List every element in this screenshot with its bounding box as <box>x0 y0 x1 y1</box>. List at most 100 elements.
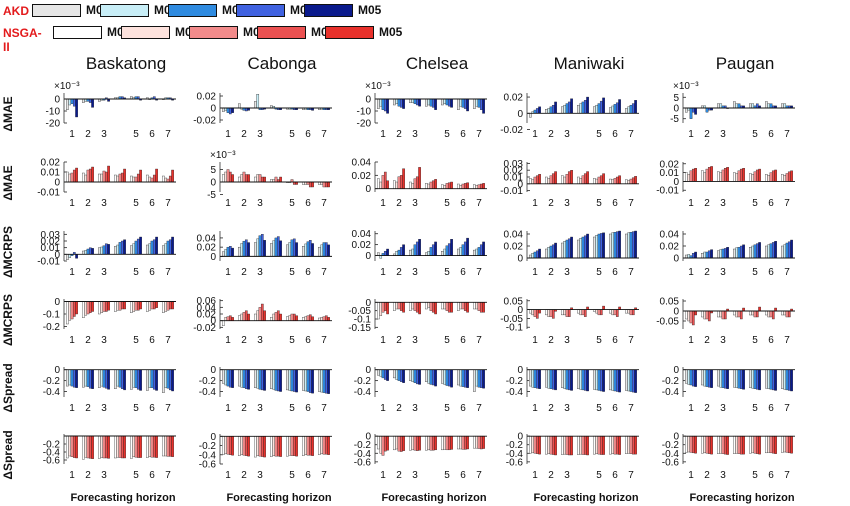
bar <box>238 246 241 257</box>
bar <box>427 302 431 308</box>
bar <box>625 179 628 184</box>
bar <box>86 169 90 183</box>
bar <box>91 166 94 183</box>
bar <box>567 238 571 259</box>
bar <box>461 435 465 450</box>
bar <box>554 242 557 259</box>
y-tick-label: 0 <box>673 177 679 188</box>
bar <box>538 248 541 259</box>
bar <box>735 173 739 182</box>
bar <box>719 435 723 454</box>
bar <box>599 233 603 259</box>
bar <box>570 435 573 456</box>
bar <box>586 233 589 259</box>
bar <box>383 171 387 189</box>
legend-swatch <box>304 4 353 17</box>
bar <box>627 435 631 454</box>
x-tick-label: 2 <box>241 198 247 209</box>
bar <box>765 435 768 454</box>
bar <box>479 183 483 189</box>
bar <box>247 369 250 390</box>
bar <box>139 435 142 458</box>
bar <box>459 369 463 387</box>
x-tick-label: 2 <box>85 267 91 278</box>
bar <box>397 302 401 310</box>
bar <box>132 369 136 388</box>
bar <box>240 369 244 388</box>
bar <box>554 369 557 391</box>
bar <box>383 302 387 311</box>
bar <box>473 435 476 449</box>
y-tick-label: -0.2 <box>354 440 372 451</box>
bar <box>399 98 403 108</box>
bar <box>381 435 385 456</box>
x-tick-label: 2 <box>704 129 710 140</box>
bar <box>482 183 485 189</box>
bar <box>707 369 711 388</box>
y-tick-label: -20 <box>357 119 372 130</box>
bar <box>320 436 324 455</box>
bar <box>733 310 736 316</box>
y-tick-label: -0.4 <box>43 387 61 398</box>
axis-exponent: ×10⁻³ <box>365 81 391 92</box>
bar <box>320 244 324 257</box>
bar <box>222 251 225 257</box>
bar <box>224 317 228 321</box>
x-tick-label: 1 <box>532 129 538 140</box>
bar <box>755 369 759 390</box>
bar <box>327 369 330 394</box>
bar <box>707 250 711 259</box>
bar <box>415 98 419 106</box>
y-tick-label: -0.2 <box>43 440 61 451</box>
bar <box>634 176 637 184</box>
bar <box>88 98 92 103</box>
bar <box>781 245 784 259</box>
bar <box>577 104 580 114</box>
bar <box>260 303 264 321</box>
bar <box>411 98 415 103</box>
bar <box>579 178 583 184</box>
bar <box>599 175 603 184</box>
bar <box>538 174 541 184</box>
bar <box>88 369 92 389</box>
x-tick-label: 7 <box>321 267 327 278</box>
bar <box>311 369 314 394</box>
bar <box>445 369 449 386</box>
bar <box>749 103 752 109</box>
bar <box>240 243 244 257</box>
y-tick-label: -0.02 <box>193 323 216 334</box>
y-tick-label: 0.04 <box>352 158 372 169</box>
bar <box>549 309 553 317</box>
bar <box>753 244 757 259</box>
bar <box>228 315 232 321</box>
bar <box>82 435 85 460</box>
bar <box>136 435 140 458</box>
bar <box>148 243 152 255</box>
bar <box>479 369 483 388</box>
bar <box>88 247 92 255</box>
y-tick-label: -0.05 <box>500 314 523 325</box>
bar <box>629 232 633 259</box>
bar <box>164 243 168 255</box>
bar <box>482 241 485 256</box>
bar <box>737 435 741 454</box>
bar <box>286 316 289 321</box>
bar <box>413 369 417 383</box>
bar <box>549 245 553 259</box>
bar <box>415 241 419 256</box>
bar <box>242 240 246 257</box>
bar <box>320 317 324 321</box>
bar <box>535 309 539 319</box>
bar <box>753 435 757 454</box>
bar <box>751 245 755 259</box>
bar <box>228 436 232 455</box>
bar <box>567 369 571 391</box>
bar <box>463 369 467 388</box>
bar <box>579 103 583 114</box>
bar <box>447 243 451 256</box>
bar <box>577 239 580 259</box>
x-tick-label: 5 <box>289 470 295 481</box>
bar <box>625 435 628 454</box>
bar <box>386 435 389 451</box>
bar <box>242 171 246 183</box>
